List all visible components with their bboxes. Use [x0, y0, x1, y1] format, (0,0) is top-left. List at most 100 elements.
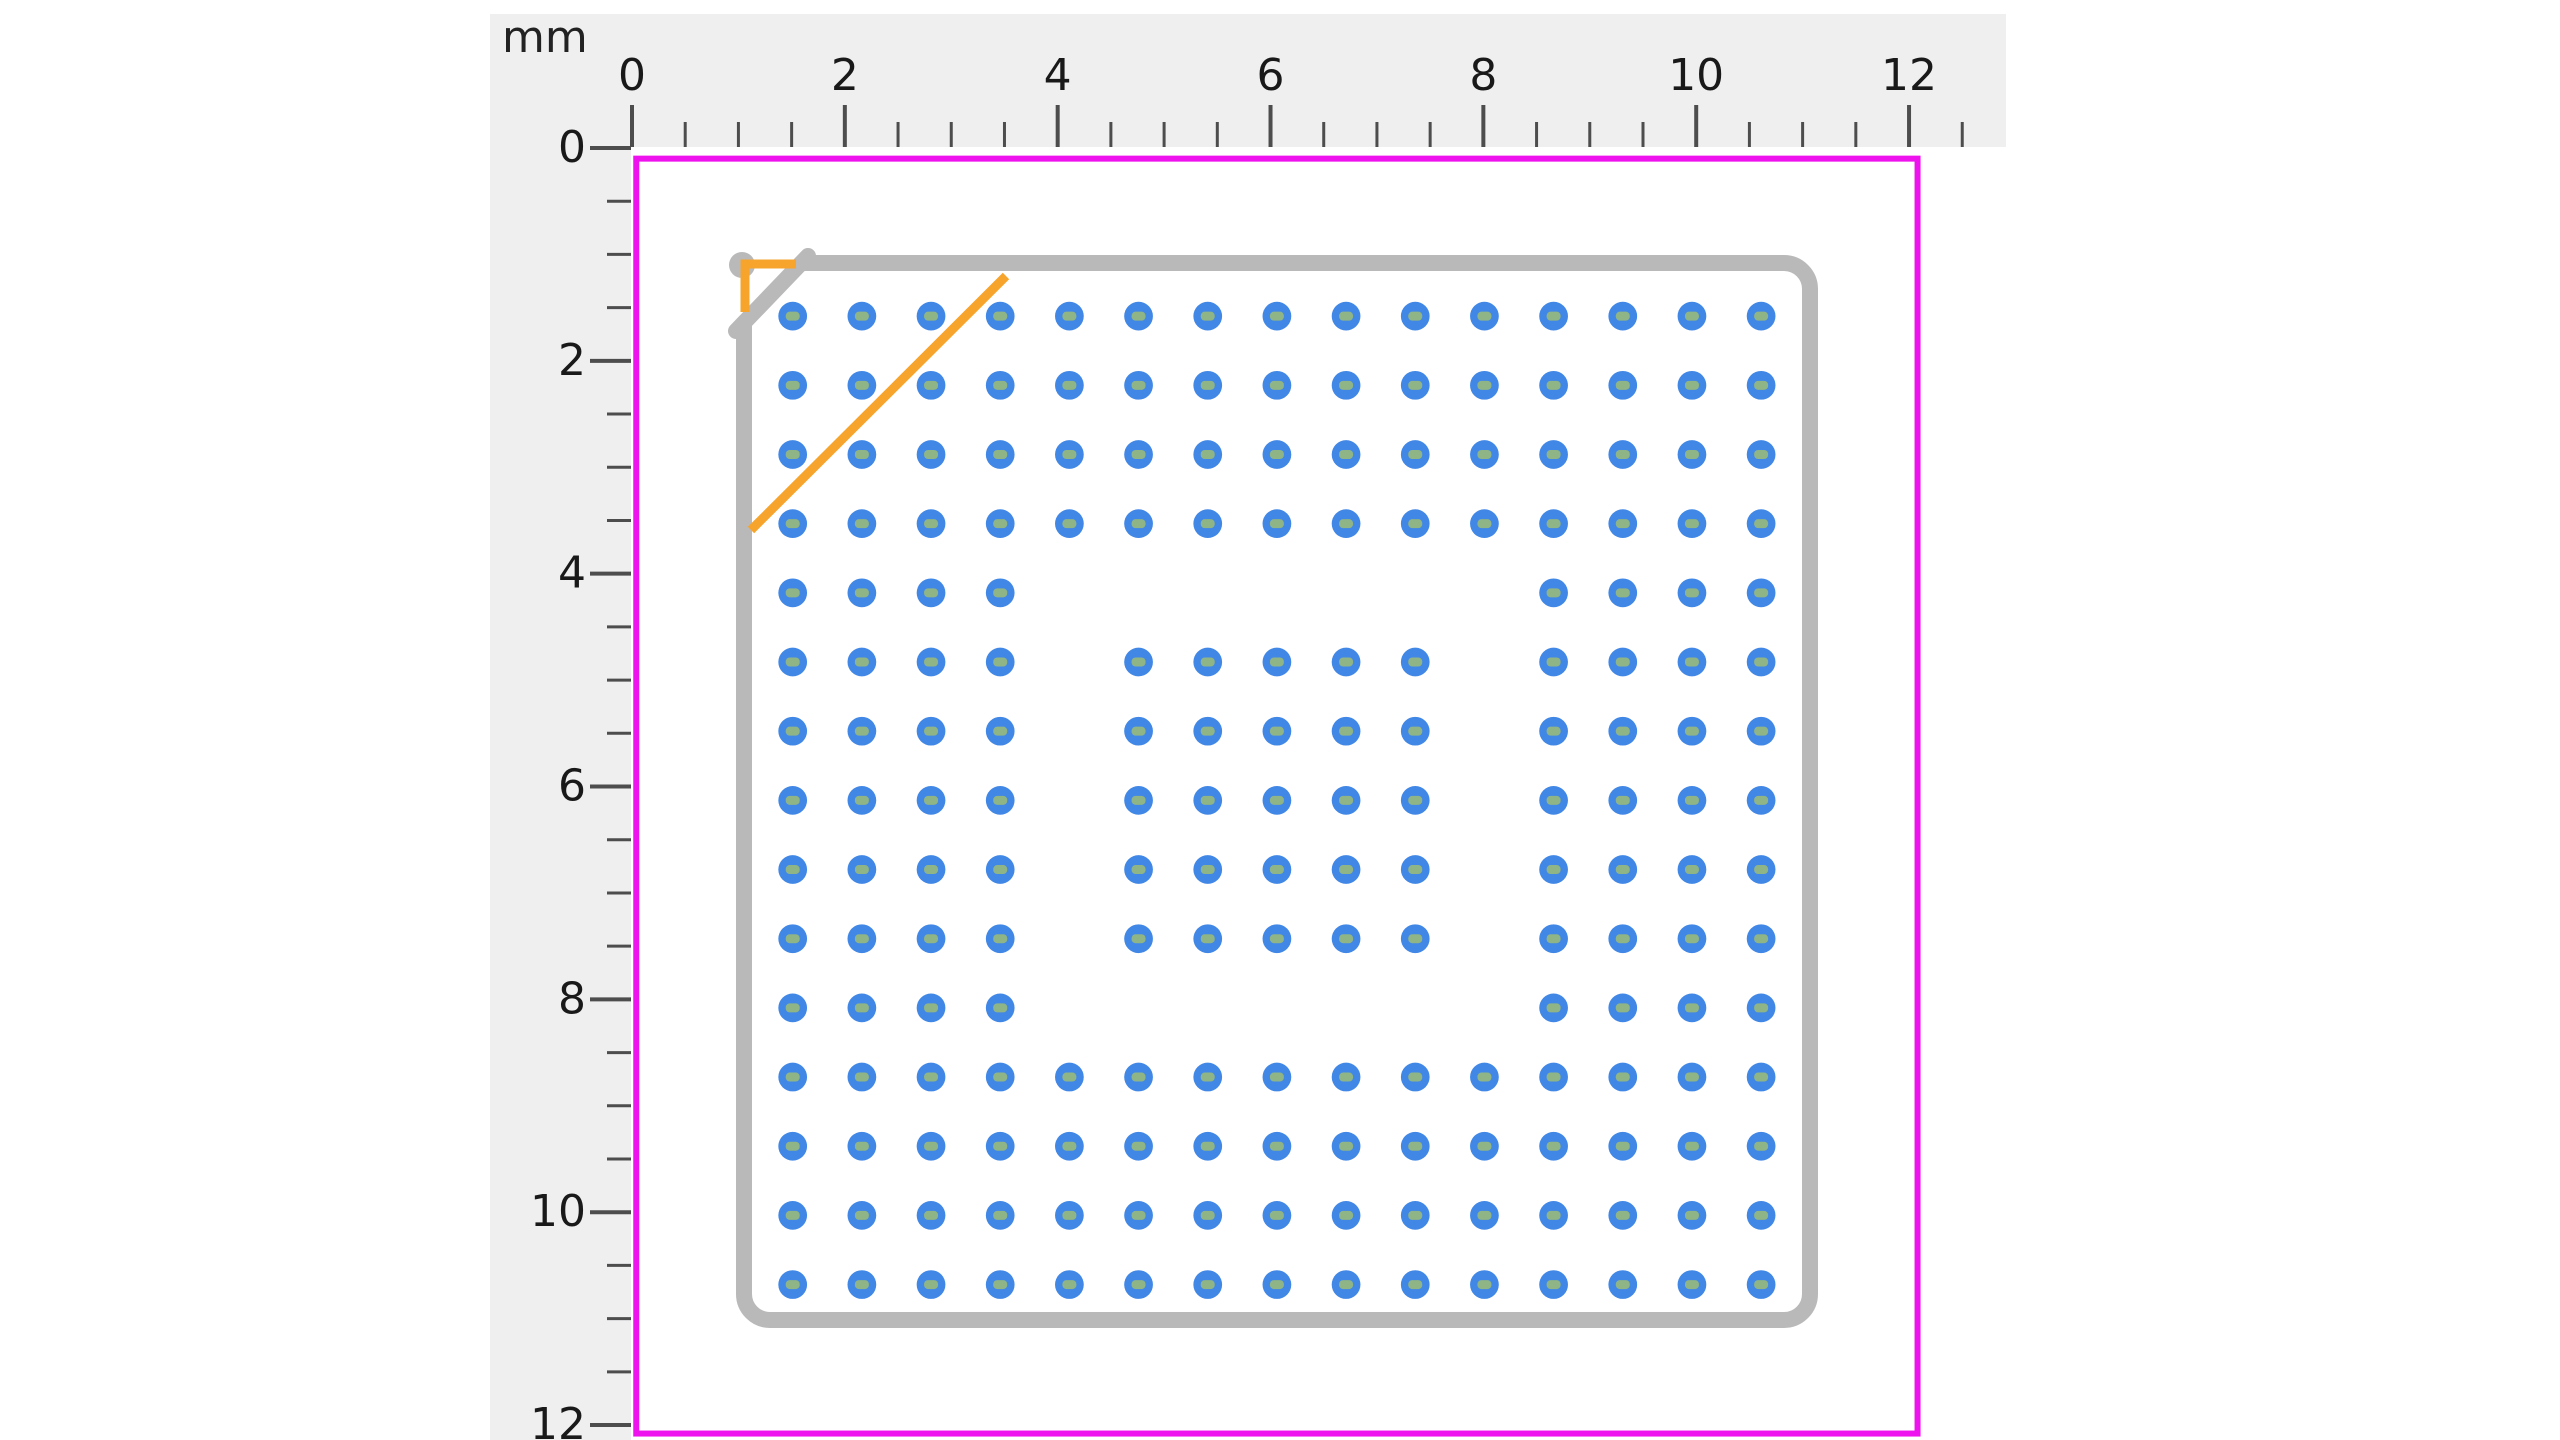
- ball-label-smudge: [993, 380, 1008, 390]
- ball-label-smudge: [1546, 519, 1561, 529]
- ball-label-smudge: [854, 1003, 869, 1013]
- ruler-left-label: 0: [558, 122, 586, 173]
- ball-label-smudge: [785, 1280, 800, 1290]
- ball-label-smudge: [854, 1210, 869, 1220]
- ball-label-smudge: [924, 1280, 939, 1290]
- ball-label-smudge: [1615, 519, 1630, 529]
- ball-label-smudge: [993, 1141, 1008, 1151]
- ball-label-smudge: [1408, 1280, 1423, 1290]
- package-outline: [728, 248, 1818, 1328]
- ball-label-smudge: [1546, 1210, 1561, 1220]
- ball-label-smudge: [1062, 1072, 1077, 1082]
- ball-label-smudge: [1615, 934, 1630, 944]
- ball-label-smudge: [1546, 1141, 1561, 1151]
- ball-label-smudge: [1062, 519, 1077, 529]
- ball-label-smudge: [1339, 657, 1354, 667]
- ruler-left-label: 4: [558, 548, 586, 599]
- ball-label-smudge: [924, 380, 939, 390]
- ball-label-smudge: [854, 726, 869, 736]
- ball-label-smudge: [1615, 795, 1630, 805]
- ball-label-smudge: [1339, 380, 1354, 390]
- ball-label-smudge: [1131, 1072, 1146, 1082]
- ball-label-smudge: [1477, 380, 1492, 390]
- ball-label-smudge: [993, 726, 1008, 736]
- ball-label-smudge: [993, 1210, 1008, 1220]
- ball-label-smudge: [1269, 380, 1284, 390]
- ball-label-smudge: [854, 1280, 869, 1290]
- ball-grid: [778, 301, 1776, 1299]
- unit-label: mm: [502, 12, 588, 63]
- ruler-left-label: 8: [558, 973, 586, 1024]
- ball-label-smudge: [1615, 588, 1630, 598]
- ruler-ticks: [590, 105, 1964, 1428]
- ball-label-smudge: [1408, 311, 1423, 321]
- ball-label-smudge: [993, 311, 1008, 321]
- ball-label-smudge: [785, 795, 800, 805]
- ball-label-smudge: [1684, 657, 1699, 667]
- courtyard-rect: [633, 155, 1921, 1437]
- ball-label-smudge: [993, 519, 1008, 529]
- ball-label-smudge: [1546, 449, 1561, 459]
- ball-label-smudge: [1754, 380, 1769, 390]
- ball-label-smudge: [993, 934, 1008, 944]
- ball-label-smudge: [1684, 1141, 1699, 1151]
- pin1-diagonal-line: [747, 272, 1010, 534]
- courtyard-outline: [633, 155, 1921, 1437]
- ball-label-smudge: [1684, 934, 1699, 944]
- ball-label-smudge: [1754, 588, 1769, 598]
- ball-label-smudge: [1269, 311, 1284, 321]
- ball-label-smudge: [1200, 1072, 1215, 1082]
- ball-label-smudge: [854, 1072, 869, 1082]
- ball-label-smudge: [1754, 1210, 1769, 1220]
- ball-label-smudge: [785, 449, 800, 459]
- ball-label-smudge: [1062, 1141, 1077, 1151]
- package-body-path: [736, 255, 1818, 1328]
- ball-label-smudge: [1684, 588, 1699, 598]
- ball-label-smudge: [993, 795, 1008, 805]
- ball-label-smudge: [1408, 1072, 1423, 1082]
- ball-label-smudge: [1339, 1072, 1354, 1082]
- pin1-marker: [740, 259, 1010, 534]
- ball-label-smudge: [785, 519, 800, 529]
- ball-label-smudge: [924, 1072, 939, 1082]
- ruler-top-label: 6: [1257, 50, 1285, 101]
- ball-label-smudge: [1200, 795, 1215, 805]
- ball-label-smudge: [1131, 726, 1146, 736]
- ball-label-smudge: [785, 657, 800, 667]
- ball-label-smudge: [1269, 934, 1284, 944]
- ball-label-smudge: [1200, 519, 1215, 529]
- ball-label-smudge: [993, 588, 1008, 598]
- ball-label-smudge: [1339, 1210, 1354, 1220]
- ball-label-smudge: [1684, 795, 1699, 805]
- ball-label-smudge: [1754, 1141, 1769, 1151]
- ruler-top-label: 2: [831, 50, 859, 101]
- ball-label-smudge: [1684, 380, 1699, 390]
- ball-label-smudge: [1131, 1141, 1146, 1151]
- ball-label-smudge: [785, 311, 800, 321]
- ball-label-smudge: [854, 449, 869, 459]
- ball-label-smudge: [1477, 1141, 1492, 1151]
- ball-label-smudge: [1408, 380, 1423, 390]
- ball-label-smudge: [1200, 1210, 1215, 1220]
- ball-label-smudge: [1408, 934, 1423, 944]
- ball-label-smudge: [924, 726, 939, 736]
- ball-label-smudge: [1684, 311, 1699, 321]
- ball-label-smudge: [1339, 1141, 1354, 1151]
- ball-label-smudge: [1546, 588, 1561, 598]
- ball-label-smudge: [1339, 726, 1354, 736]
- ball-label-smudge: [1062, 1280, 1077, 1290]
- ball-label-smudge: [854, 311, 869, 321]
- ball-label-smudge: [1408, 1141, 1423, 1151]
- ball-label-smudge: [1408, 726, 1423, 736]
- ball-label-smudge: [854, 657, 869, 667]
- ruler-left-label: 12: [530, 1399, 586, 1440]
- ball-label-smudge: [1684, 726, 1699, 736]
- ball-label-smudge: [785, 1072, 800, 1082]
- ball-label-smudge: [924, 657, 939, 667]
- ball-label-smudge: [1339, 449, 1354, 459]
- ball-label-smudge: [924, 865, 939, 875]
- ball-label-smudge: [1131, 519, 1146, 529]
- ball-label-smudge: [1754, 449, 1769, 459]
- ball-label-smudge: [1546, 726, 1561, 736]
